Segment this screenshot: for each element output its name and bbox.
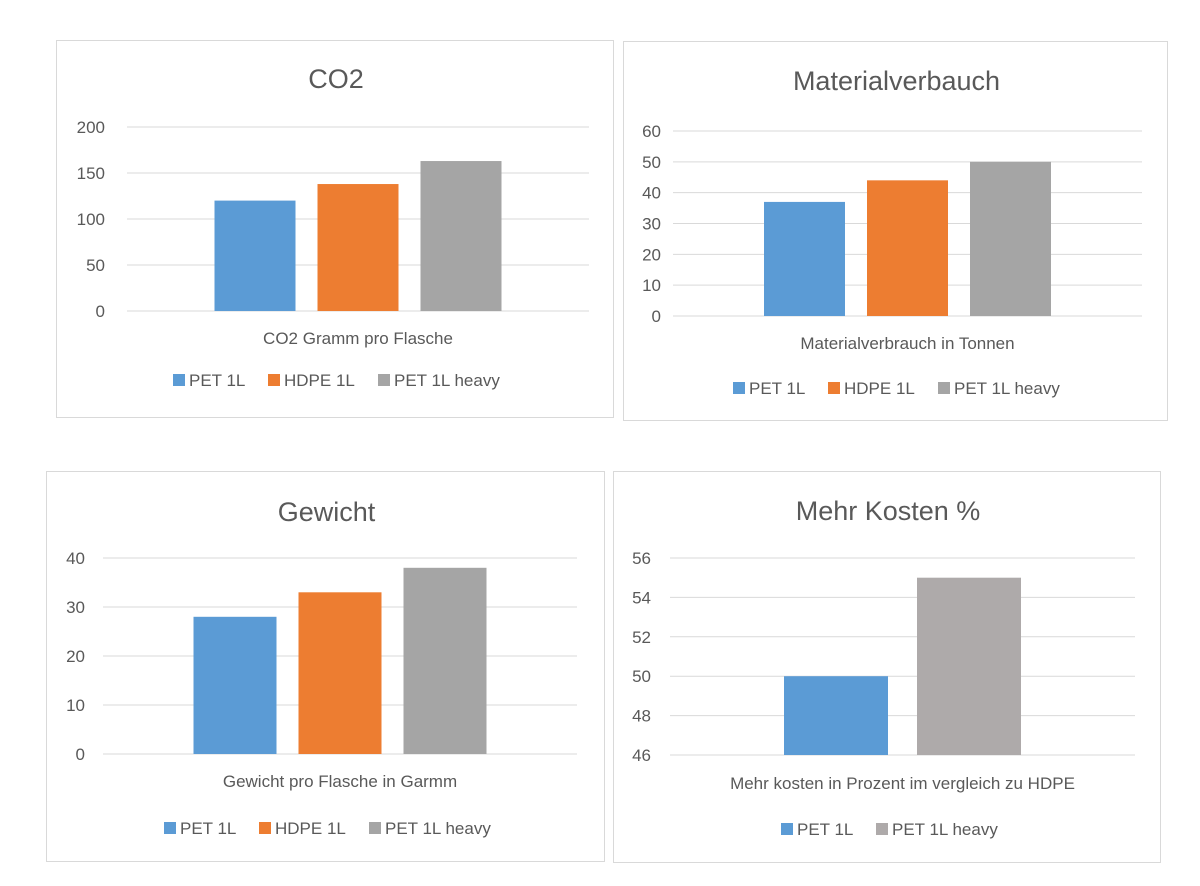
gewicht-y-tick-label: 20	[66, 647, 85, 666]
chart-mehr-kosten-svg: Mehr Kosten % 46 48 50 52 54 56 Mehr kosten in …	[632, 496, 1135, 839]
gewicht-legend-label-pet-1l-heavy: PET 1L heavy	[385, 819, 491, 838]
mehr-kosten-y-tick-label: 46	[632, 746, 651, 765]
co2-legend-label-pet-1l-heavy: PET 1L heavy	[394, 371, 500, 390]
gewicht-bar-hdpe-1l	[298, 592, 382, 754]
co2-bar-hdpe-1l	[317, 184, 399, 311]
chart-gewicht-svg: Gewicht 0 10 20 30 40 Gewicht pro Flasche in G…	[66, 497, 577, 838]
mehr-kosten-legend-label-pet-1l: PET 1L	[797, 820, 853, 839]
gewicht-legend-swatch-hdpe-1l	[259, 822, 271, 834]
mehr-kosten-y-tick-label: 50	[632, 667, 651, 686]
co2-y-tick-label: 100	[77, 210, 105, 229]
mehr-kosten-y-tick-label: 52	[632, 628, 651, 647]
chart-panel-materialverbauch: Materialverbauch 0 10 20 30 40 50 60 Materialver…	[623, 41, 1168, 421]
materialverbauch-legend-label-pet-1l-heavy: PET 1L heavy	[954, 379, 1060, 398]
mehr-kosten-chart-title: Mehr Kosten %	[796, 496, 981, 526]
materialverbauch-legend-swatch-pet-1l	[733, 382, 745, 394]
gewicht-x-axis-label: Gewicht pro Flasche in Garmm	[223, 772, 457, 791]
materialverbauch-y-tick-label: 0	[652, 307, 661, 326]
gewicht-legend-swatch-pet-1l	[164, 822, 176, 834]
co2-legend-swatch-pet-1l	[173, 374, 185, 386]
mehr-kosten-legend-label-pet-1l-heavy: PET 1L heavy	[892, 820, 998, 839]
mehr-kosten-legend-swatch-pet-1l-heavy	[876, 823, 888, 835]
co2-legend-label-pet-1l: PET 1L	[189, 371, 245, 390]
materialverbauch-y-tick-label: 10	[642, 276, 661, 295]
co2-chart-title: CO2	[308, 64, 364, 94]
mehr-kosten-legend-swatch-pet-1l	[781, 823, 793, 835]
materialverbauch-legend-swatch-hdpe-1l	[828, 382, 840, 394]
materialverbauch-bar-hdpe-1l	[867, 180, 948, 316]
co2-legend-label-hdpe-1l: HDPE 1L	[284, 371, 355, 390]
gewicht-y-tick-label: 40	[66, 549, 85, 568]
materialverbauch-y-tick-label: 30	[642, 215, 661, 234]
materialverbauch-legend-swatch-pet-1l-heavy	[938, 382, 950, 394]
gewicht-legend-label-pet-1l: PET 1L	[180, 819, 236, 838]
gewicht-y-tick-label: 0	[76, 745, 85, 764]
materialverbauch-bar-pet-1l	[764, 201, 845, 316]
materialverbauch-x-axis-label: Materialverbrauch in Tonnen	[800, 334, 1014, 353]
materialverbauch-y-tick-label: 60	[642, 122, 661, 141]
gewicht-chart-title: Gewicht	[278, 497, 376, 527]
materialverbauch-y-tick-label: 50	[642, 153, 661, 172]
co2-x-axis-label: CO2 Gramm pro Flasche	[263, 329, 453, 348]
gewicht-bar-pet-1l-heavy	[403, 567, 487, 754]
materialverbauch-y-tick-label: 20	[642, 245, 661, 264]
mehr-kosten-x-axis-label: Mehr kosten in Prozent im vergleich zu H…	[730, 774, 1075, 793]
co2-y-tick-label: 200	[77, 118, 105, 137]
co2-bar-pet-1l-heavy	[420, 161, 502, 311]
gewicht-bar-pet-1l	[193, 616, 277, 754]
gewicht-legend-swatch-pet-1l-heavy	[369, 822, 381, 834]
materialverbauch-legend-label-hdpe-1l: HDPE 1L	[844, 379, 915, 398]
mehr-kosten-bar-pet-1l-heavy	[917, 577, 1021, 755]
gewicht-y-tick-label: 30	[66, 598, 85, 617]
materialverbauch-chart-title: Materialverbauch	[793, 66, 1000, 96]
mehr-kosten-y-tick-label: 56	[632, 549, 651, 568]
mehr-kosten-bar-pet-1l	[784, 676, 888, 755]
materialverbauch-legend-label-pet-1l: PET 1L	[749, 379, 805, 398]
co2-legend-swatch-pet-1l-heavy	[378, 374, 390, 386]
materialverbauch-bar-pet-1l-heavy	[970, 161, 1051, 316]
co2-legend-swatch-hdpe-1l	[268, 374, 280, 386]
gewicht-y-tick-label: 10	[66, 696, 85, 715]
chart-panel-co2: CO2 0 50 100 150 200 CO2 Gramm pro Flasche PET …	[56, 40, 614, 418]
chart-panel-gewicht: Gewicht 0 10 20 30 40 Gewicht pro Flasche in G…	[46, 471, 605, 862]
mehr-kosten-y-tick-label: 54	[632, 588, 651, 607]
co2-y-tick-label: 150	[77, 164, 105, 183]
gewicht-legend-label-hdpe-1l: HDPE 1L	[275, 819, 346, 838]
co2-y-tick-label: 0	[96, 302, 105, 321]
materialverbauch-y-tick-label: 40	[642, 184, 661, 203]
co2-bar-pet-1l	[214, 200, 296, 311]
mehr-kosten-y-tick-label: 48	[632, 707, 651, 726]
chart-co2-svg: CO2 0 50 100 150 200 CO2 Gramm pro Flasche PET …	[77, 64, 589, 390]
co2-y-tick-label: 50	[86, 256, 105, 275]
chart-materialverbauch-svg: Materialverbauch 0 10 20 30 40 50 60 Materialver…	[642, 66, 1142, 398]
chart-panel-mehr-kosten: Mehr Kosten % 46 48 50 52 54 56 Mehr kosten in …	[613, 471, 1161, 863]
